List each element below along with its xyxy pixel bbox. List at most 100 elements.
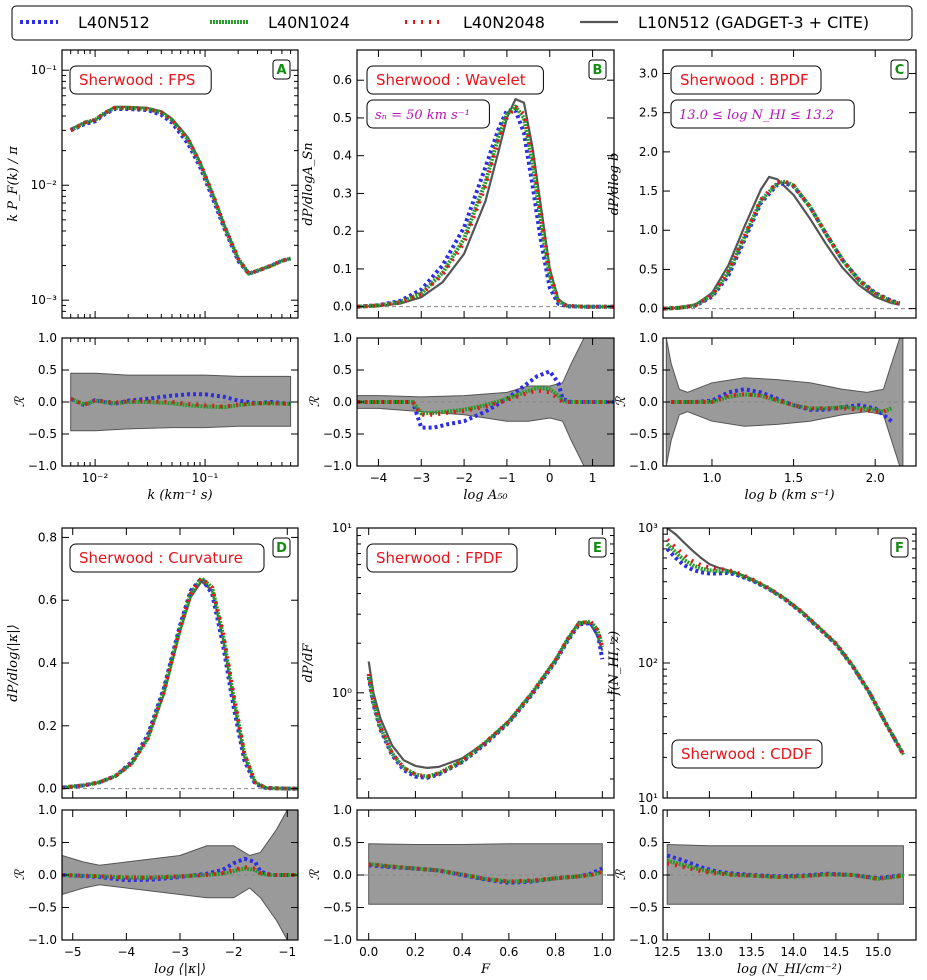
plot-area-E-ratio: [357, 843, 614, 905]
y-tick-label: 0.5: [333, 836, 352, 850]
y-tick-label: 0.4: [333, 149, 352, 163]
x-tick-label: 2.0: [866, 471, 885, 485]
x-axis-label: log A₅₀: [463, 488, 508, 503]
legend-label-3: L10N512 (GADGET-3 + CITE): [638, 13, 869, 32]
plot-area-F-ratio: [663, 843, 916, 905]
series-line-D-1: [62, 576, 298, 791]
y-tick-label: −0.5: [28, 901, 57, 915]
series-line-D-2: [62, 576, 298, 791]
panel-E-ratio: 0.0 0.2 0.4 0.6 0.8 1.0 −1.0 −0.5 0.0 0.5 1.0 F ℛ: [308, 803, 615, 977]
series-line-B-2: [357, 104, 614, 309]
series-line-E-3: [366, 619, 605, 779]
panel-letter-D: D: [276, 541, 287, 556]
x-axis-label: log b (km s⁻¹): [744, 488, 834, 503]
y-tick-label: 1.0: [38, 331, 57, 345]
y-axis-label: ℛ: [614, 395, 629, 407]
x-tick-label: 1: [589, 471, 597, 485]
panel-letter-B: B: [593, 63, 603, 78]
panel-B: 0.0 0.1 0.2 0.3 0.4 0.5 0.6 dP/dlogA_Sn Sherwood…: [301, 49, 615, 319]
y-tick-label: 0.2: [38, 719, 57, 733]
y-axis-label: dP/dlog⟨|κ|⟩: [6, 624, 21, 702]
panel-note-box-B: [366, 99, 490, 129]
x-tick-label: 0.6: [499, 945, 518, 959]
panel-A: 10⁻³ 10⁻² 10⁻¹ k P_F(k) / π Sherwood : FPS A: [6, 49, 299, 319]
series-line-F-1: [665, 547, 906, 756]
plot-area-A-ratio: [62, 372, 298, 432]
y-tick-label: 0.0: [38, 868, 57, 882]
x-tick-label: 0.0: [359, 945, 378, 959]
y-tick-label: 0.0: [333, 868, 352, 882]
panel-letter-A: A: [276, 63, 286, 78]
y-axis-label: k P_F(k) / π: [6, 146, 21, 222]
x-tick-label: 13.0: [696, 945, 723, 959]
series-line-B-1: [357, 108, 614, 309]
y-axis-label: ℛ: [13, 868, 28, 880]
y-tick-label: −0.5: [28, 427, 57, 441]
series-line-C-ratio-2: [671, 392, 893, 414]
x-tick-label: −4: [118, 945, 136, 959]
panel-title-box-B: [366, 65, 544, 95]
series-line-F-2: [665, 542, 906, 756]
panel-letter-E: E: [593, 541, 602, 556]
panel-C: 0.0 0.5 1.0 1.5 2.0 2.5 3.0 dP/dlog b Sherwood :…: [607, 49, 917, 319]
panel-note-C: 13.0 ≤ log N_HI ≤ 13.2: [679, 108, 834, 123]
legend-label-0: L40N512: [78, 13, 150, 32]
panel-F-ratio: 12.5 13.0 13.5 14.0 14.5 15.0 −1.0 −0.5 0.0 0.5 1.…: [614, 803, 917, 977]
y-tick-label: 0.5: [38, 363, 57, 377]
plot-area-C-ratio: [663, 338, 916, 466]
panel-title-D: Sherwood : Curvature: [79, 549, 243, 567]
x-tick-label: 15.0: [865, 945, 892, 959]
plot-area-B-ratio: [357, 338, 614, 466]
y-tick-label: 0.6: [38, 593, 57, 607]
y-tick-label: 10¹: [638, 791, 658, 805]
x-axis-label: log ⟨|κ|⟩: [154, 962, 206, 977]
series-line-E-ratio-2: [368, 862, 603, 884]
x-tick-label: 1.0: [593, 945, 612, 959]
panel-title-F: Sherwood : CDDF: [681, 745, 812, 763]
y-tick-label: 1.0: [38, 803, 57, 817]
y-tick-label: 2.5: [639, 106, 658, 120]
y-tick-label: 0.5: [639, 836, 658, 850]
y-axis-label: ℛ: [614, 868, 629, 880]
y-tick-label: −1.0: [323, 933, 352, 947]
x-tick-label: −1: [498, 471, 516, 485]
y-tick-label: −0.5: [323, 901, 352, 915]
panel-note-B: sₙ = 50 km s⁻¹: [375, 108, 470, 123]
axes-frame-B: [356, 49, 615, 319]
x-tick-label: −2: [225, 945, 243, 959]
series-line-C-2: [663, 179, 901, 311]
panel-title-B: Sherwood : Wavelet: [376, 71, 526, 89]
panel-title-box-D: [69, 543, 265, 573]
x-axis-label: log (N_HI/cm⁻²): [737, 962, 842, 977]
y-tick-label: 0.5: [333, 111, 352, 125]
y-axis-label: dP/dlog b: [607, 153, 622, 216]
plot-area-F: [665, 528, 906, 756]
y-tick-label: 10⁻¹: [31, 63, 58, 77]
y-tick-label: −1.0: [28, 933, 57, 947]
panel-title-box-A: [69, 65, 212, 95]
x-tick-label: −3: [171, 945, 189, 959]
panel-letter-box-B: [588, 59, 607, 80]
panel-title-C: Sherwood : BPDF: [680, 71, 809, 89]
y-tick-label: 10³: [638, 521, 658, 535]
axes-frame-C: [662, 49, 917, 319]
y-tick-label: −1.0: [323, 459, 352, 473]
y-tick-label: 0.1: [333, 262, 352, 276]
y-tick-label: 2.0: [639, 145, 658, 159]
x-axis-label: k (km⁻¹ s): [147, 488, 212, 503]
y-tick-label: 0.0: [639, 395, 658, 409]
panel-title-box-C: [670, 65, 822, 95]
plot-area-A: [69, 105, 292, 276]
y-tick-label: 0.0: [639, 868, 658, 882]
series-line-B-ratio-0: [357, 369, 614, 430]
x-tick-label: −3: [412, 471, 430, 485]
series-line-E-2: [366, 619, 605, 779]
y-tick-label: 1.0: [639, 331, 658, 345]
x-tick-label: 13.5: [738, 945, 765, 959]
panel-letter-C: C: [895, 63, 905, 78]
y-tick-label: 0.0: [639, 302, 658, 316]
panel-letter-box-C: [890, 59, 909, 80]
panel-letter-F: F: [895, 541, 904, 556]
x-tick-label: 14.0: [780, 945, 807, 959]
